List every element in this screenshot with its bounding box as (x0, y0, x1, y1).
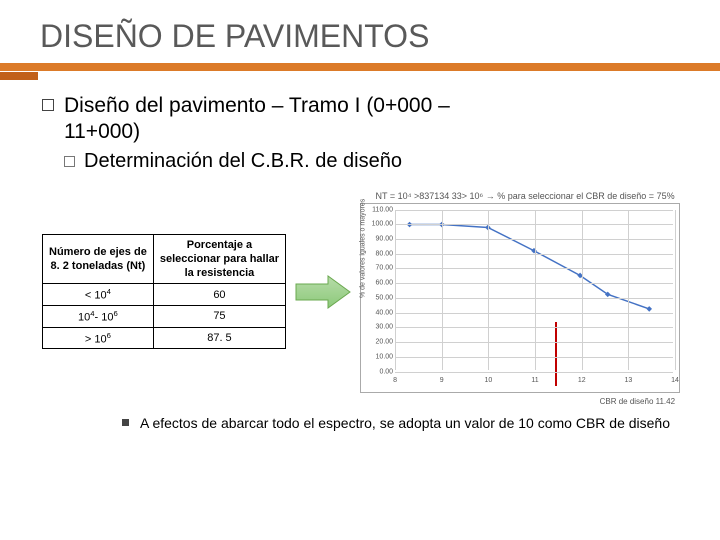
ytick: 110.00 (365, 206, 393, 213)
bullet-text-line1: Diseño del pavimento – Tramo I (0+000 – (64, 94, 450, 117)
th-col2-l3: la resistencia (185, 267, 255, 279)
cell-text: - 10 (95, 312, 114, 324)
table-row: > 106 87. 5 (43, 327, 286, 349)
cell-val-2: 75 (153, 306, 285, 328)
xtick: 9 (440, 377, 444, 384)
ytick: 70.00 (365, 265, 393, 272)
ytick: 10.00 (365, 353, 393, 360)
footer-note: A efectos de abarcar todo el espectro, s… (122, 415, 682, 433)
cell-val-3: 87. 5 (153, 327, 285, 349)
cell-text: < 10 (85, 290, 107, 302)
table-row: < 104 60 (43, 284, 286, 306)
xtick: 8 (393, 377, 397, 384)
chart-line (395, 210, 673, 370)
ytick: 80.00 (365, 250, 393, 257)
ytick: 100.00 (365, 221, 393, 228)
chart-caption: NT = 10⁴ >837134 33> 10⁶ → % para selecc… (360, 191, 690, 201)
cell-sup: 4 (107, 287, 111, 296)
cell-val-1: 60 (153, 284, 285, 306)
ytick: 0.00 (365, 368, 393, 375)
cell-range-3: > 106 (43, 327, 154, 349)
highlight-line (555, 322, 557, 386)
ytick: 40.00 (365, 309, 393, 316)
arrow-icon (294, 272, 352, 312)
bullet-design-tramo: Diseño del pavimento – Tramo I (0+000 – … (42, 93, 690, 146)
cell-sup: 6 (107, 331, 111, 340)
th-col2: Porcentaje a seleccionar para hallar la … (153, 234, 285, 284)
xtick: 13 (624, 377, 632, 384)
chart-wrap: NT = 10⁴ >837134 33> 10⁶ → % para selecc… (360, 191, 690, 393)
th-col1-l1: Número de ejes de (49, 246, 147, 258)
ytick: 30.00 (365, 324, 393, 331)
xtick: 14 (671, 377, 679, 384)
cell-text: > 10 (85, 333, 107, 345)
accent-bar-left (0, 72, 38, 80)
plot-area (395, 210, 673, 370)
th-col1: Número de ejes de 8. 2 toneladas (Nt) (43, 234, 154, 284)
xtick: 12 (578, 377, 586, 384)
page-title: DISEÑO DE PAVIMENTOS (0, 0, 720, 63)
accent-bar (0, 63, 720, 71)
cell-sup: 6 (114, 309, 118, 318)
resistance-table: Número de ejes de 8. 2 toneladas (Nt) Po… (42, 234, 286, 350)
xtick: 10 (484, 377, 492, 384)
cbr-chart: % de valores iguales o mayores CBR de di… (360, 203, 680, 393)
ytick: 90.00 (365, 235, 393, 242)
table-row: 104- 106 75 (43, 306, 286, 328)
mid-row: Número de ejes de 8. 2 toneladas (Nt) Po… (42, 191, 690, 393)
th-col1-l2: 8. 2 toneladas (Nt) (51, 260, 146, 272)
ytick: 60.00 (365, 280, 393, 287)
ytick: 20.00 (365, 339, 393, 346)
xtick: 11 (531, 377, 538, 384)
th-col2-l1: Porcentaje a (187, 239, 252, 251)
cell-range-1: < 104 (43, 284, 154, 306)
bullet-text-line2: 11+000) (64, 120, 140, 143)
th-col2-l2: seleccionar para hallar (160, 253, 279, 265)
cell-text: 10 (78, 312, 90, 324)
cell-range-2: 104- 106 (43, 306, 154, 328)
bullet-determination: Determinación del C.B.R. de diseño (42, 150, 690, 173)
ytick: 50.00 (365, 294, 393, 301)
cbr-value-label: CBR de diseño 11.42 (600, 397, 675, 406)
content-area: Diseño del pavimento – Tramo I (0+000 – … (0, 71, 720, 432)
